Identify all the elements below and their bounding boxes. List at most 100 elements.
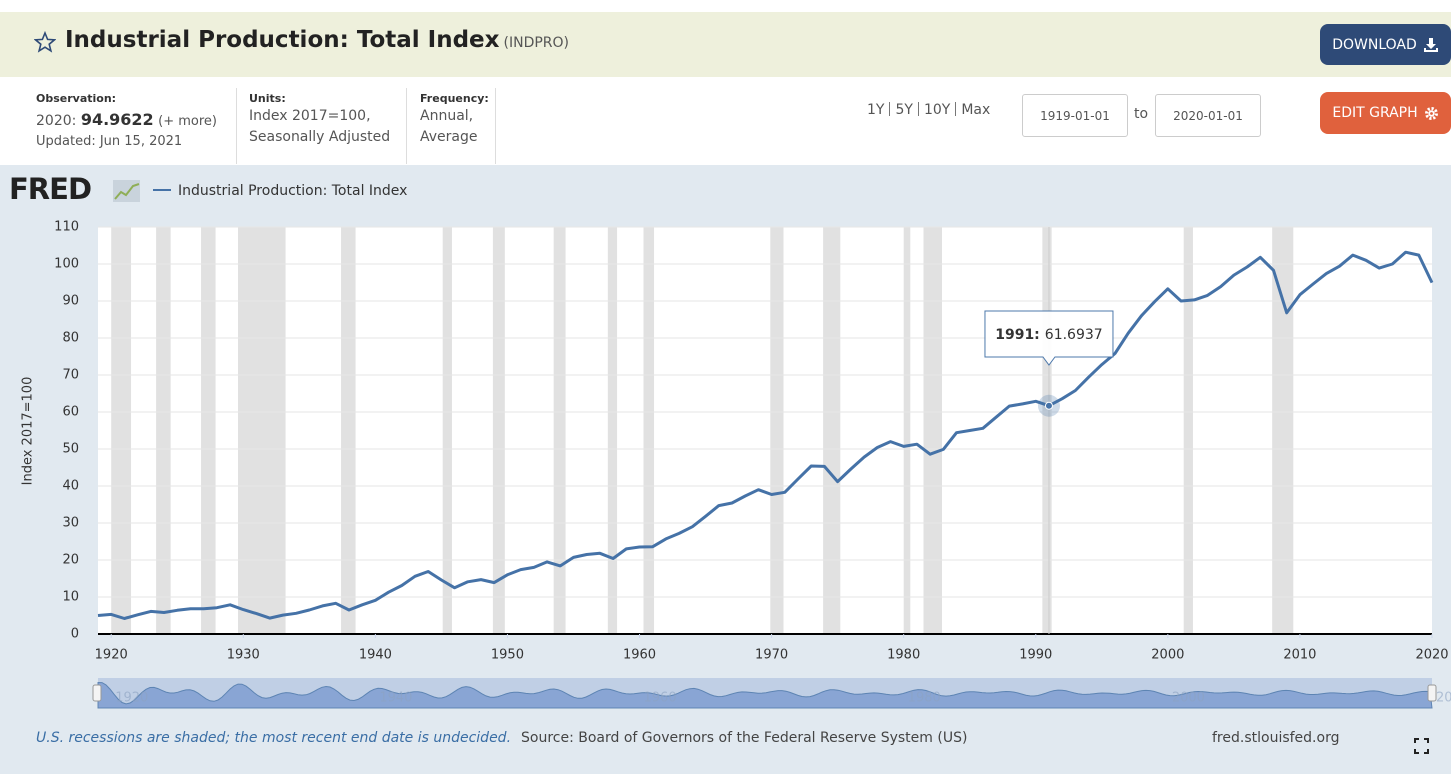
separator	[495, 88, 496, 164]
navigator-label: 1920	[115, 691, 148, 706]
recession-band	[492, 227, 505, 634]
navigator-label: 2000	[1172, 691, 1205, 706]
range-separator	[917, 102, 919, 116]
navigator-handle[interactable]	[1427, 684, 1437, 702]
x-tick-label: 1930	[227, 648, 260, 663]
header-band	[0, 12, 1451, 77]
x-tick-label: 2000	[1151, 648, 1184, 663]
x-tick-label: 1950	[491, 648, 524, 663]
navigator-label: 2020	[1436, 691, 1451, 706]
series-id: (INDPRO)	[503, 35, 570, 51]
download-label: DOWNLOAD	[1332, 36, 1417, 53]
recession-band	[111, 227, 132, 634]
download-button[interactable]: DOWNLOAD	[1320, 24, 1451, 65]
y-tick-label: 70	[62, 368, 79, 383]
legend-label: Industrial Production: Total Index	[178, 183, 407, 199]
more-link[interactable]: (+ more)	[158, 114, 217, 129]
navigator-label: 1940	[379, 691, 412, 706]
edit-graph-button[interactable]: EDIT GRAPH	[1320, 92, 1451, 134]
site[interactable]: fred.stlouisfed.org	[1212, 730, 1340, 746]
start-date-input[interactable]: 1919-01-01	[1022, 94, 1128, 137]
frequency-line: Average	[420, 129, 478, 145]
tooltip-value: 61.6937	[1045, 327, 1103, 343]
separator	[406, 88, 407, 164]
recession-band	[553, 227, 566, 634]
recession-band	[238, 227, 286, 634]
recession-band	[823, 227, 841, 634]
range-separator	[889, 102, 891, 116]
plot-area	[98, 227, 1432, 634]
recession-band	[156, 227, 171, 634]
observation: 2020: 94.9622 (+ more)	[36, 109, 217, 132]
recession-band	[1042, 227, 1052, 634]
recession-band	[607, 227, 618, 634]
range-links: 1Y 5Y 10Y Max	[862, 102, 995, 118]
recession-band	[770, 227, 784, 634]
recession-band	[341, 227, 356, 634]
range-link[interactable]: 1Y	[867, 102, 885, 118]
range-link[interactable]: Max	[961, 102, 991, 118]
gear-icon	[1424, 106, 1438, 120]
units-line: Index 2017=100,	[249, 108, 371, 124]
plot	[97, 226, 1434, 635]
units-line: Seasonally Adjusted	[249, 129, 391, 145]
x-tick-label: 1980	[887, 648, 920, 663]
to-label: to	[1134, 106, 1149, 122]
x-tick-label: 1940	[359, 648, 392, 663]
y-tick-label: 50	[62, 442, 79, 457]
recession-band	[1272, 227, 1294, 634]
units-label: Units:	[249, 92, 286, 105]
recession-band	[442, 227, 452, 634]
recession-note: U.S. recessions are shaded; the most rec…	[36, 730, 512, 746]
observation-value: 94.9622	[80, 110, 154, 129]
fullscreen-icon[interactable]	[1414, 738, 1429, 754]
y-tick-label: 60	[62, 405, 79, 420]
tooltip-label: 1991:	[995, 327, 1040, 343]
range-link[interactable]: 10Y	[923, 102, 951, 118]
recession-band	[643, 227, 655, 634]
hover-point	[1044, 401, 1053, 410]
x-tick-label: 1920	[95, 648, 128, 663]
recession-band	[1183, 227, 1193, 634]
x-tick-label: 1970	[755, 648, 788, 663]
download-icon	[1423, 37, 1438, 52]
frequency-line: Annual,	[420, 108, 474, 124]
navigator-shape	[97, 681, 1433, 709]
y-tick-label: 30	[62, 516, 79, 531]
x-tick-label: 1960	[623, 648, 656, 663]
recession-band	[201, 227, 216, 634]
y-tick-label: 110	[54, 220, 79, 235]
x-tick-label: 2010	[1283, 648, 1316, 663]
logo-icon	[113, 180, 140, 202]
y-tick-label: 10	[62, 590, 79, 605]
observation-label: Observation:	[36, 92, 117, 105]
updated: Updated: Jun 15, 2021	[36, 134, 183, 149]
title: Industrial Production: Total Index (INDPR…	[65, 27, 569, 53]
range-link[interactable]: 5Y	[895, 102, 913, 118]
recession-band	[923, 227, 942, 634]
navigator: 1920 1940 1960 1980 2000 2020	[92, 678, 1451, 709]
recession-band	[903, 227, 911, 634]
navigator-label: 1960	[644, 691, 677, 706]
y-tick-label: 80	[62, 331, 79, 346]
tooltip-box	[984, 310, 1114, 366]
y-tick-label: 0	[71, 627, 79, 642]
source: Source: Board of Governors of the Federa…	[521, 730, 968, 746]
end-date-input[interactable]: 2020-01-01	[1155, 94, 1261, 137]
x-tick-label: 2020	[1415, 648, 1448, 663]
y-axis-label: Index 2017=100	[21, 377, 36, 486]
observation-date: 2020:	[36, 113, 77, 129]
y-tick-label: 90	[62, 294, 79, 309]
edit-label: EDIT GRAPH	[1332, 105, 1418, 121]
x-tick-label: 1990	[1019, 648, 1052, 663]
title-text: Industrial Production: Total Index	[65, 27, 500, 53]
frequency-label: Frequency:	[420, 92, 489, 105]
navigator-handle[interactable]	[92, 684, 102, 702]
y-tick-label: 20	[62, 553, 79, 568]
navigator-label: 1980	[908, 691, 941, 706]
y-tick-label: 100	[54, 257, 79, 272]
star-icon[interactable]	[34, 31, 56, 53]
